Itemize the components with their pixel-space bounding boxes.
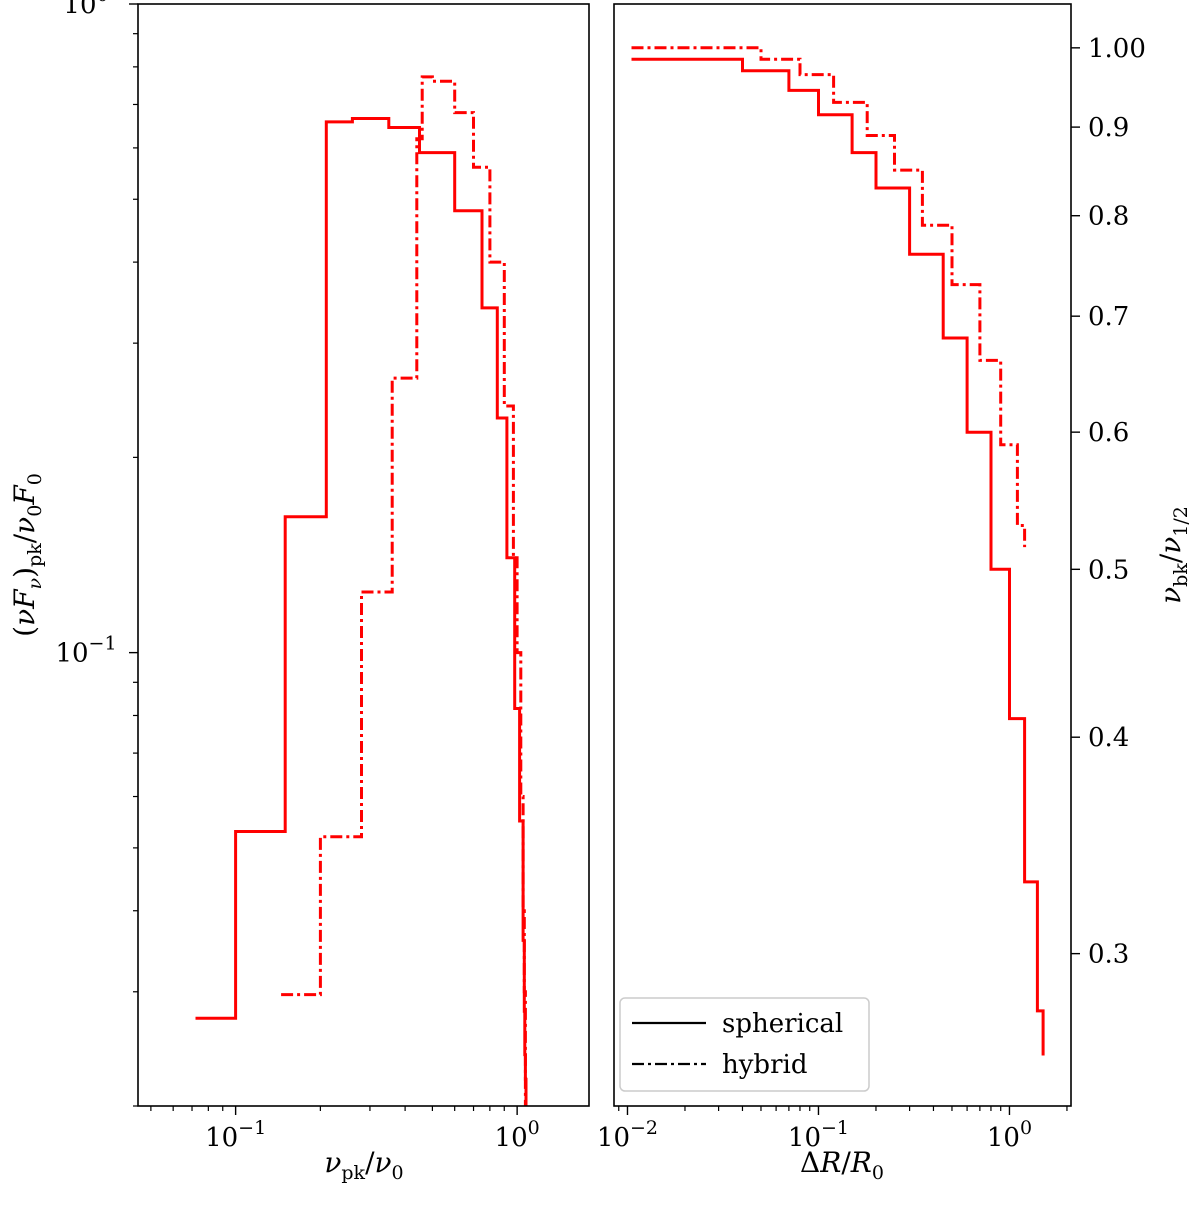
left-x-ticks: 10−1 100 (150, 1106, 540, 1153)
right-y-tick-label: 0.3 (1088, 940, 1129, 970)
right-series-hybrid (631, 46, 1027, 548)
right-series-group (631, 46, 1045, 1056)
right-x-tick-label: 100 (987, 1117, 1032, 1153)
legend-box (619, 997, 870, 1092)
right-x-tick-label: 10−1 (788, 1117, 849, 1153)
right-y-tick-label: 0.7 (1088, 302, 1129, 332)
right-panel: 10−2 10−1 100 0.3 0.4 0.5 0.6 0.7 0.8 0.9 1.00 ΔR… (597, 3, 1192, 1184)
left-series-group (195, 75, 528, 1106)
left-panel: 10−1 100 10−1 100 νpk/ν0 (νFν)pk/ν0F0 (8, 0, 590, 1184)
right-y-tick-label: 0.8 (1088, 202, 1129, 232)
right-x-axis-label: ΔR/R0 (800, 1146, 884, 1184)
left-y-axis-label: (νFν)pk/ν0F0 (8, 473, 46, 637)
legend: spherical hybrid (619, 997, 870, 1092)
right-y-tick-label: 1.00 (1088, 34, 1146, 64)
legend-label-spherical: spherical (722, 1009, 843, 1039)
right-x-ticks: 10−2 10−1 100 (597, 1106, 1068, 1153)
right-x-tick-label: 10−2 (597, 1117, 658, 1153)
right-y-tick-label: 0.9 (1088, 113, 1129, 143)
right-y-tick-label: 0.5 (1088, 555, 1129, 585)
left-y-ticks: 10−1 100 (55, 0, 138, 1107)
right-y-ticks: 0.3 0.4 0.5 0.6 0.7 0.8 0.9 1.00 (1071, 34, 1146, 970)
right-plot-frame (613, 3, 1072, 1107)
left-y-tick-label: 100 (63, 0, 108, 20)
left-y-tick-label: 10−1 (55, 633, 116, 669)
right-y-tick-label: 0.4 (1088, 723, 1129, 753)
right-y-tick-label: 0.6 (1088, 418, 1129, 448)
left-x-axis-label: νpk/ν0 (324, 1146, 403, 1184)
left-x-tick-label: 10−1 (205, 1117, 266, 1153)
left-series-hybrid (281, 75, 527, 1106)
right-series-spherical (631, 57, 1045, 1056)
left-x-tick-label: 100 (495, 1117, 540, 1153)
left-plot-frame (137, 3, 590, 1107)
right-y-axis-label: νbk/ν1/2 (1154, 506, 1192, 604)
legend-label-hybrid: hybrid (722, 1050, 807, 1080)
